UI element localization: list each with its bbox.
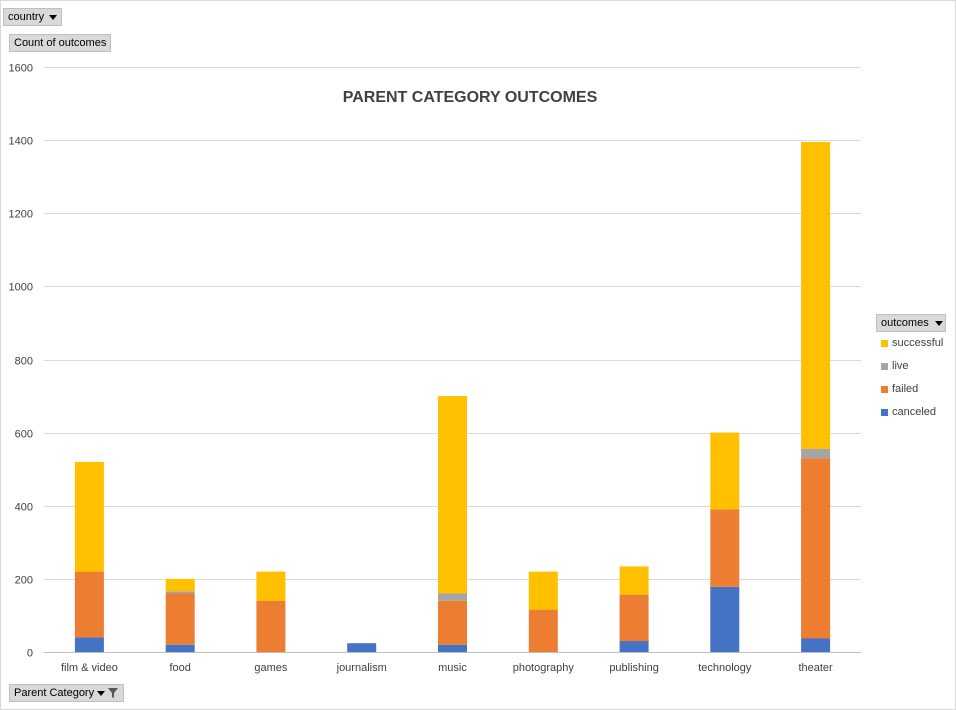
y-tick-label: 1000 xyxy=(9,282,33,294)
legend-swatch xyxy=(881,339,888,347)
y-tick-label: 400 xyxy=(15,502,33,514)
x-tick-label: film & video xyxy=(61,662,118,674)
y-tick-label: 200 xyxy=(15,575,33,587)
legend-item: live xyxy=(876,355,946,378)
bar-segment-successful xyxy=(256,571,286,601)
legend-filter-button[interactable]: outcomes xyxy=(876,314,946,332)
bar-segment-successful xyxy=(710,432,740,510)
axis-field-button[interactable]: Parent Category xyxy=(9,684,125,702)
bar-segment-failed xyxy=(438,600,467,645)
bar-segment-failed xyxy=(710,509,740,587)
bar-segment-live xyxy=(165,591,195,594)
bar-segment-canceled xyxy=(165,644,195,652)
legend-items: successful live failed canceled xyxy=(876,332,946,424)
bar-segment-failed xyxy=(165,593,195,645)
y-tick-label: 1200 xyxy=(9,209,33,221)
bars xyxy=(74,142,831,652)
bar-segment-successful xyxy=(619,566,649,595)
x-tick-label: food xyxy=(169,662,190,674)
legend-swatch xyxy=(881,385,888,393)
bar-segment-successful xyxy=(74,461,104,572)
legend-label: successful xyxy=(892,337,944,349)
x-tick-labels: film & video food games journalism music phot… xyxy=(61,662,833,674)
x-tick-label: music xyxy=(438,662,467,674)
bar-segment-failed xyxy=(528,609,558,652)
y-tick-label: 800 xyxy=(15,356,33,368)
legend-item: successful xyxy=(876,332,946,355)
bar-segment-failed xyxy=(619,594,649,641)
legend-item: failed xyxy=(876,378,946,401)
dropdown-arrow-icon xyxy=(934,320,943,326)
filter-funnel-icon xyxy=(108,688,119,699)
y-tick-label: 1400 xyxy=(9,136,33,148)
legend-header-label: outcomes xyxy=(881,317,929,329)
y-tick-label: 0 xyxy=(27,648,33,660)
country-filter-button[interactable]: country xyxy=(3,8,63,26)
values-field-label: Count of outcomes xyxy=(14,37,107,49)
dropdown-arrow-icon xyxy=(97,690,106,696)
legend-item: canceled xyxy=(876,401,946,424)
x-tick-label: journalism xyxy=(336,662,387,674)
x-tick-label: theater xyxy=(798,662,833,674)
bar-segment-canceled xyxy=(710,586,740,652)
bar-segment-successful xyxy=(528,571,558,610)
bar-segment-successful xyxy=(438,396,467,594)
legend-label: canceled xyxy=(892,406,937,418)
bar-segment-live xyxy=(438,593,467,601)
country-filter-label: country xyxy=(8,11,45,23)
x-tick-label: publishing xyxy=(609,662,659,674)
bar-segment-canceled xyxy=(801,638,831,652)
x-tick-label: technology xyxy=(698,662,752,674)
bar-segment-canceled xyxy=(74,637,104,652)
bar-segment-failed xyxy=(256,600,286,652)
legend-swatch xyxy=(881,408,888,416)
dropdown-arrow-icon xyxy=(49,14,58,20)
y-tick-labels: 0 200 400 600 800 1000 1200 1400 1600 xyxy=(9,63,33,660)
bar-segment-live xyxy=(801,448,831,459)
legend: outcomes successful live failed canceled xyxy=(876,314,946,424)
values-field-button[interactable]: Count of outcomes xyxy=(9,34,112,52)
bar-segment-canceled xyxy=(619,641,649,652)
bar-segment-failed xyxy=(801,458,831,639)
x-tick-label: games xyxy=(254,662,288,674)
chart-title: PARENT CATEGORY OUTCOMES xyxy=(343,89,598,106)
x-tick-label: photography xyxy=(513,662,575,674)
legend-label: failed xyxy=(892,383,919,395)
y-tick-label: 1600 xyxy=(9,63,33,75)
axis-field-label: Parent Category xyxy=(14,687,95,699)
bar-segment-failed xyxy=(74,571,104,638)
y-tick-label: 600 xyxy=(15,429,33,441)
bar-segment-successful xyxy=(801,142,831,449)
bar-segment-successful xyxy=(165,578,195,592)
bar-segment-canceled xyxy=(438,644,467,652)
legend-label: live xyxy=(892,360,909,372)
bar-segment-canceled xyxy=(347,643,377,652)
legend-swatch xyxy=(881,362,888,370)
